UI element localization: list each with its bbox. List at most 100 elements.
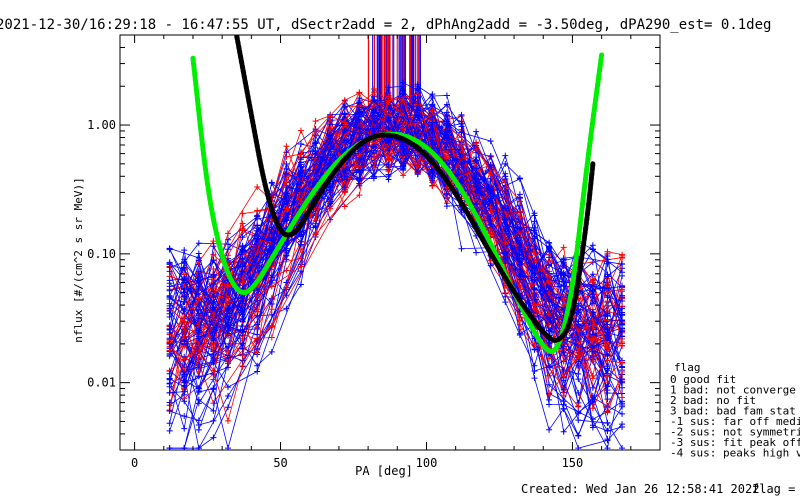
flux-point: [210, 417, 217, 424]
flux-point: [546, 362, 553, 369]
flux-point: [341, 104, 348, 111]
flux-point: [604, 396, 611, 403]
flux-point: [531, 235, 538, 242]
flux-point: [239, 352, 246, 359]
y-tick-label: 1.00: [87, 118, 116, 132]
flux-point: [210, 407, 217, 414]
flux-point: [370, 109, 377, 116]
flux-point: [589, 294, 596, 301]
flux-point: [239, 227, 246, 234]
flux-point: [297, 151, 304, 158]
flux-point: [589, 422, 596, 429]
flux-point: [283, 245, 290, 252]
flux-point: [312, 118, 319, 125]
flux-point: [575, 389, 582, 396]
flux-point: [370, 142, 377, 149]
flux-point: [210, 324, 217, 331]
flux-point: [458, 156, 465, 163]
flux-point: [356, 117, 363, 124]
flux-point: [356, 158, 363, 165]
legend-entry: 0 good fit: [670, 373, 736, 386]
flux-point: [239, 279, 246, 286]
flux-point: [225, 230, 231, 237]
flux-point: [429, 119, 436, 126]
flux-point: [575, 376, 582, 383]
flux-point: [327, 146, 334, 153]
flux-point: [166, 330, 173, 337]
flux-point: [414, 94, 421, 101]
flux-point: [516, 208, 523, 215]
flux-point: [560, 349, 567, 356]
flux-point: [254, 324, 261, 331]
flux-point: [181, 289, 188, 296]
flux-point: [516, 282, 523, 289]
flux-point: [181, 333, 188, 340]
flux-point: [546, 245, 553, 252]
flux-point: [268, 322, 275, 329]
flux-point: [531, 285, 538, 292]
flux-point: [443, 203, 450, 210]
flux-point: [210, 434, 217, 441]
flux-point: [516, 198, 523, 205]
flux-point: [283, 179, 290, 186]
y-axis-label: nflux [#/(cm^2 s sr MeV)]: [72, 177, 85, 343]
flux-point: [210, 400, 217, 407]
flux-point: [619, 328, 626, 335]
flux-point: [531, 302, 538, 309]
flux-point: [195, 385, 202, 392]
flux-point: [429, 175, 436, 182]
flux-point: [414, 120, 421, 127]
flux-point: [385, 84, 392, 91]
fit-curve-green: [190, 52, 605, 354]
flux-point: [297, 229, 304, 236]
flux-point: [225, 384, 231, 391]
plot-frame: [119, 34, 661, 451]
flux-point: [589, 317, 596, 324]
flux-point: [370, 125, 377, 132]
flux-point: [166, 340, 173, 347]
flux-point: [327, 205, 334, 212]
flux-point: [546, 296, 553, 303]
flux-point: [487, 262, 494, 269]
flux-point: [604, 389, 611, 396]
flux-point: [458, 129, 465, 136]
flux-point: [414, 81, 421, 88]
flux-point: [502, 248, 509, 255]
flux-point: [619, 272, 626, 279]
flux-point: [502, 173, 509, 180]
flux-point: [181, 371, 188, 378]
flux-point: [268, 334, 275, 341]
flux-point: [531, 375, 538, 382]
flux-point: [473, 128, 480, 135]
flux-point: [385, 118, 392, 125]
flux-point: [443, 140, 450, 147]
flux-point: [341, 97, 348, 104]
flux-point: [225, 417, 231, 424]
flux-point: [487, 195, 494, 202]
x-tick-label: 100: [416, 456, 438, 470]
flux-point: [195, 400, 202, 407]
flux-point: [268, 274, 275, 281]
flux-point: [225, 281, 231, 288]
flux-point: [400, 83, 407, 90]
flux-point: [619, 286, 626, 293]
flux-point: [297, 281, 304, 288]
flux-point: [181, 299, 188, 306]
flux-point: [473, 145, 480, 152]
flux-point: [254, 292, 261, 299]
flux-point: [575, 445, 582, 450]
flux-trace: [169, 96, 608, 334]
flux-point: [195, 333, 202, 340]
flux-point: [181, 377, 188, 384]
flux-point: [604, 256, 611, 263]
flux-point: [502, 255, 509, 262]
flux-point: [327, 112, 334, 119]
flux-point: [225, 246, 231, 253]
flux-point: [268, 223, 275, 230]
flux-point: [195, 421, 202, 428]
flux-point: [604, 341, 611, 348]
flux-point: [546, 426, 553, 433]
flux-point: [181, 247, 188, 254]
flux-point: [473, 165, 480, 172]
flux-point: [473, 154, 480, 161]
